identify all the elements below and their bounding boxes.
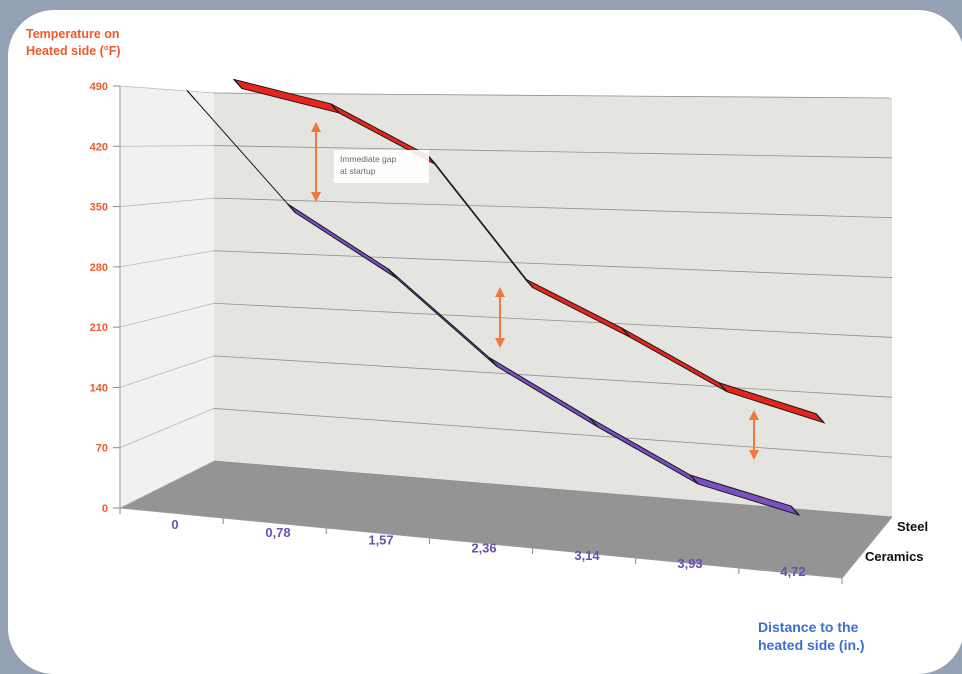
annotation-text-line-1: Immediate gap [340,154,396,164]
gridline-back [213,145,893,159]
gridline-back [213,197,893,219]
x-axis-title-line-2: heated side (in.) [758,637,865,653]
series-ceramics [186,90,801,517]
gap-arrow-2-head-bottom [495,338,505,348]
data-point [233,79,243,89]
y-axis-title-line-2: Heated side (°F) [26,44,121,58]
y-tick-label: 420 [90,141,108,153]
gridline-left [119,85,215,94]
y-axis-title-line-1: Temperature on [26,27,120,41]
data-point [815,413,825,424]
gridline-left [119,355,215,388]
y-tick-label: 350 [90,202,108,214]
annotation-box [334,150,429,183]
gridline-left [119,302,215,328]
data-point [427,155,437,166]
gridline-back [213,355,893,398]
y-tick-label: 490 [90,81,108,93]
data-point [524,278,534,289]
y-tick-label: 140 [90,382,108,394]
y-tick-label: 210 [90,322,108,334]
gap-arrow-3-head-bottom [749,450,759,460]
series-label-ceramics: Ceramics [865,549,924,564]
x-tick-label: 3,93 [677,556,702,571]
series-steel [232,78,826,424]
data-point [589,417,599,428]
gridline-left [119,460,215,509]
gridline-back [213,250,893,278]
data-point [186,90,196,100]
gridline-left [119,145,215,147]
x-axis-title-line-1: Distance to the [758,619,859,635]
gap-arrows [311,122,759,460]
gridline-left [119,197,215,207]
y-tick-label: 70 [96,443,108,455]
data-point [287,203,297,214]
series-label-steel: Steel [897,519,928,534]
chart-floor [120,461,892,578]
x-tick-label: 4,72 [780,564,805,579]
data-point [790,505,800,516]
data-point [689,474,699,485]
x-axis-line [119,507,843,579]
data-point [718,382,728,393]
gridline-back [213,302,893,338]
x-tick-label: 3,14 [574,548,600,563]
x-tick-label: 1,57 [368,533,393,548]
gridline-left [119,408,215,449]
data-point [330,103,340,114]
chart-left-wall [120,86,214,508]
gap-arrow-1-head-top [311,122,321,132]
data-point [387,268,397,279]
data-point [621,327,631,338]
y-tick-label: 280 [90,262,108,274]
gap-arrow-3-head-top [749,410,759,420]
gridline-back [213,92,893,99]
data-point [488,357,498,367]
annotation-text-line-2: at startup [340,166,376,176]
gap-arrow-2-head-top [495,287,505,297]
x-tick-label: 0 [171,517,178,532]
y-tick-label: 0 [102,503,108,515]
gridline-back [213,408,893,458]
depth-axis-line [841,516,893,579]
gridline-left [119,250,215,268]
gap-arrow-1-head-bottom [311,192,321,202]
chart-back-wall [214,93,892,517]
x-tick-label: 0,78 [265,525,290,540]
x-tick-label: 2,36 [471,540,496,555]
